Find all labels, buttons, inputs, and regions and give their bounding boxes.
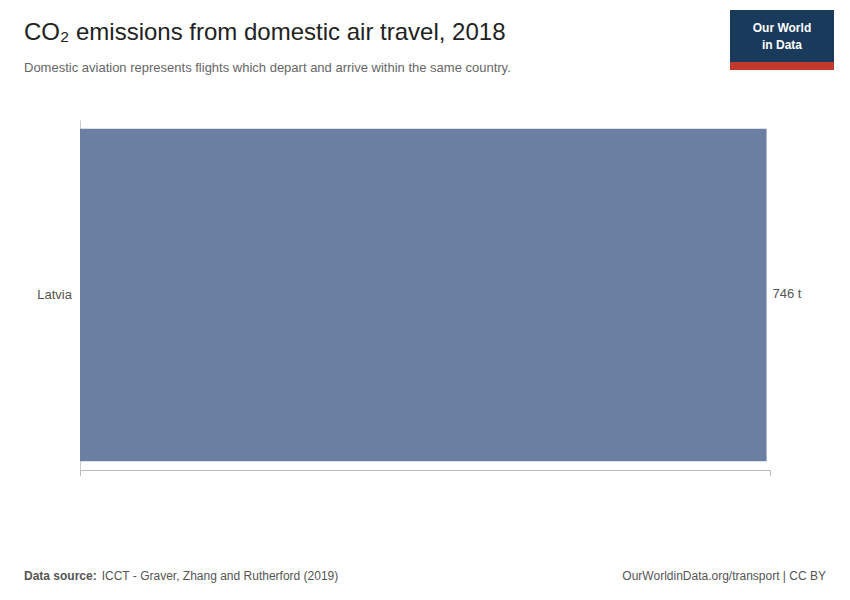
title: CO₂ emissions from domestic air travel, … — [24, 18, 505, 45]
source-label: Data source: — [24, 569, 97, 583]
logo-text: Our World — [753, 21, 811, 35]
axis-line — [81, 471, 771, 477]
chart-container: CO₂ emissions from domestic air travel, … — [0, 0, 850, 600]
source-text: ICCT - Graver, Zhang and Rutherford (201… — [102, 569, 339, 583]
bar — [80, 129, 767, 462]
x-axis — [81, 471, 771, 477]
logo-stripe — [730, 62, 834, 70]
footer: Data source: ICCT - Graver, Zhang and Rut… — [24, 569, 826, 583]
bars — [80, 129, 767, 462]
y-axis: Latvia — [37, 121, 80, 471]
subtitle: Domestic aviation represents flights whi… — [24, 60, 511, 75]
tick: Latvia — [37, 287, 72, 302]
chart-svg: CO₂ emissions from domestic air travel, … — [0, 0, 850, 600]
data-label: 746 t — [773, 286, 802, 301]
data-labels: 746 t — [773, 286, 802, 301]
logo: Our World in Data — [730, 10, 834, 70]
logo-text: in Data — [762, 38, 802, 52]
logo-background — [730, 10, 834, 70]
tick-label: Latvia — [37, 287, 72, 302]
url-text: OurWorldinData.org/transport | CC BY — [622, 569, 826, 583]
